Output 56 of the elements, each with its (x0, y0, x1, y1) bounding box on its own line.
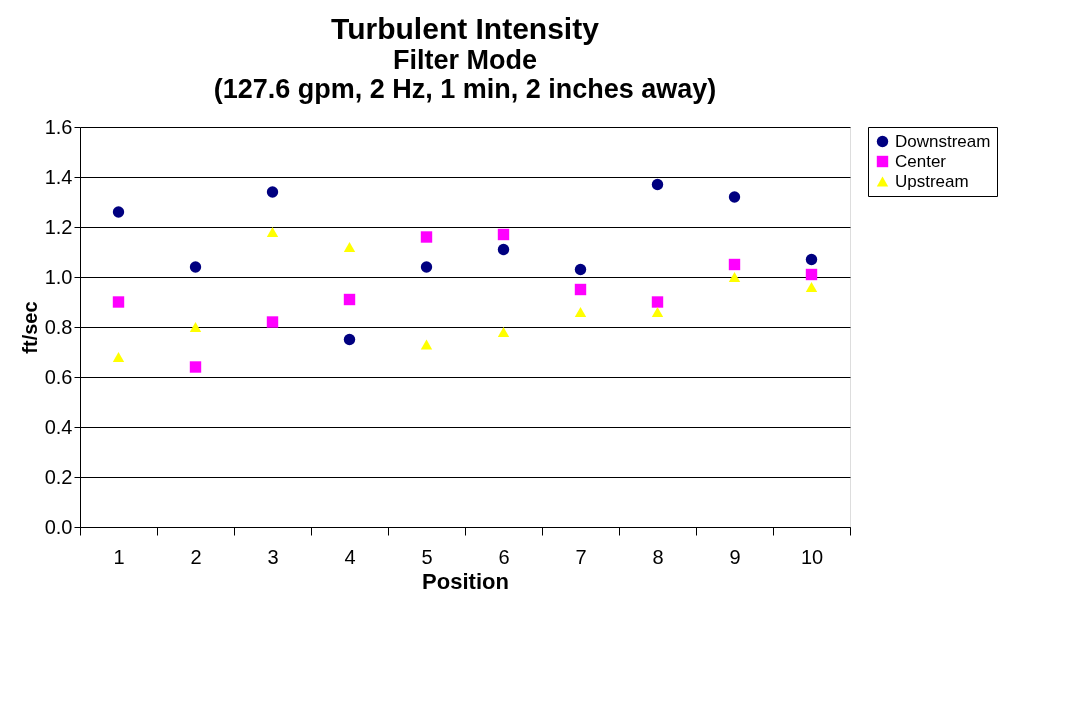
point (189, 261, 202, 273)
point (497, 327, 510, 337)
y-tick-label: 1.6 (44, 115, 73, 138)
point (112, 352, 125, 362)
point (343, 293, 356, 306)
x-tick-label: 7 (575, 545, 587, 568)
point (805, 253, 818, 266)
point (651, 307, 664, 317)
point (266, 316, 279, 328)
x-tick-label: 6 (498, 545, 510, 568)
point (497, 243, 510, 256)
y-tick-label: 0.0 (44, 515, 73, 538)
point (651, 178, 664, 191)
x-axis-title: Position (422, 568, 509, 594)
point (343, 242, 356, 252)
x-tick-label: 10 (800, 545, 824, 568)
y-tick-label: 0.6 (44, 365, 73, 388)
point (805, 282, 818, 292)
point (497, 228, 510, 241)
point (651, 296, 664, 308)
x-tick-label: 2 (190, 545, 202, 568)
point (728, 191, 741, 203)
point (728, 272, 741, 282)
x-tick-label: 4 (344, 545, 356, 568)
point (343, 333, 356, 346)
chart-title: Turbulent Intensity (331, 12, 600, 45)
y-tick-label: 1.0 (44, 265, 73, 288)
chart-subtitle: Filter Mode (127.6 gpm, 2 Hz, 1 min, 2 inches away) (213, 45, 717, 104)
x-tick-label: 8 (652, 545, 664, 568)
x-tick-label: 5 (421, 545, 433, 568)
point (420, 231, 433, 243)
point (420, 339, 433, 350)
y-tick-label: 0.2 (44, 465, 73, 488)
x-tick-label: 9 (729, 545, 741, 568)
point (189, 322, 202, 332)
y-tick-label: 0.4 (44, 415, 73, 438)
legend-label: Center (895, 151, 947, 171)
x-tick-label: 1 (113, 545, 125, 568)
y-tick-label: 0.8 (44, 315, 73, 338)
y-axis-title: ft/sec (18, 301, 41, 354)
point (574, 307, 587, 317)
point (805, 268, 818, 281)
point (266, 186, 279, 198)
point (574, 263, 587, 276)
point (112, 206, 125, 218)
point (189, 361, 202, 373)
point (574, 283, 587, 296)
x-tick-label: 3 (267, 545, 279, 568)
legend-label: Downstream (895, 131, 991, 151)
point (266, 227, 279, 237)
point (420, 261, 433, 273)
legend-label: Upstream (895, 171, 969, 191)
y-tick-label: 1.2 (44, 215, 73, 238)
point (728, 258, 741, 271)
point (112, 296, 125, 308)
y-tick-label: 1.4 (44, 165, 73, 188)
